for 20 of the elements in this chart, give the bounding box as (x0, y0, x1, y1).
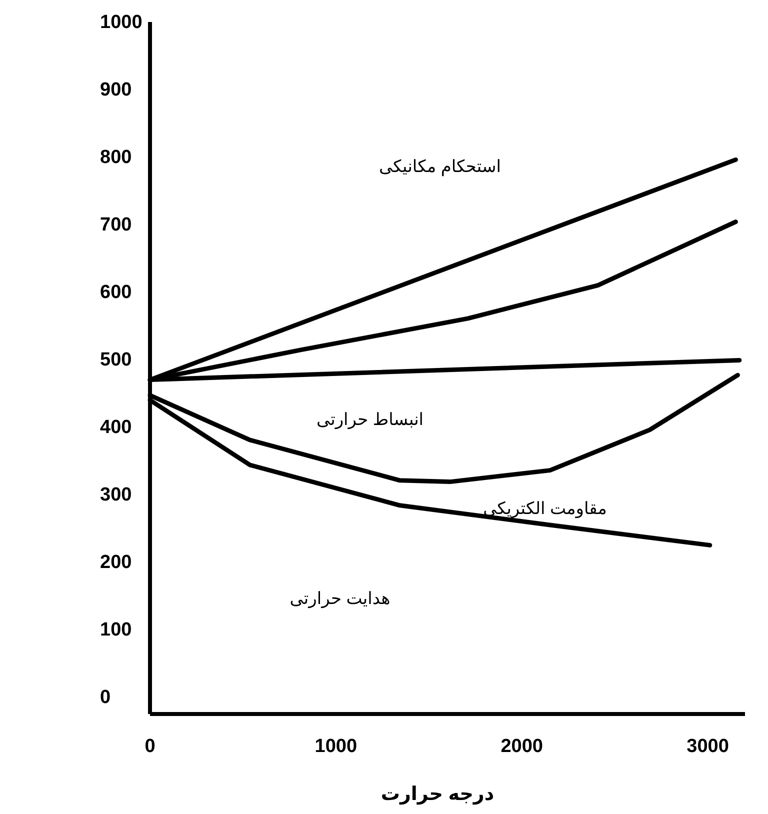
y-tick-label: 0 (100, 687, 111, 708)
y-tick-label: 700 (100, 214, 132, 236)
annotation: انبساط حرارتی (316, 410, 424, 430)
x-tick-label: 1000 (314, 736, 358, 757)
x-tick-label: 3000 (686, 736, 729, 757)
y-tick-label: 300 (100, 484, 132, 506)
y-tick-label: 100 (100, 620, 132, 641)
y-tick-label: 500 (100, 350, 132, 371)
x-tick-label: 2000 (500, 736, 544, 757)
y-tick-label: 200 (100, 552, 132, 574)
annotation: مقاومت الکتریکی (483, 499, 607, 519)
annotation: استحکام مکانیکی (379, 157, 501, 177)
y-tick-label: 600 (100, 282, 132, 304)
y-tick-label: 1000 (100, 12, 142, 33)
y-tick-label: 800 (100, 147, 132, 168)
y-tick-label: 900 (100, 80, 132, 101)
x-tick-label: 0 (144, 736, 156, 757)
x-axis-title: درجه حرارت (380, 784, 494, 805)
y-tick-label: 400 (100, 417, 132, 438)
annotation: هدایت حرارتی (290, 589, 390, 609)
